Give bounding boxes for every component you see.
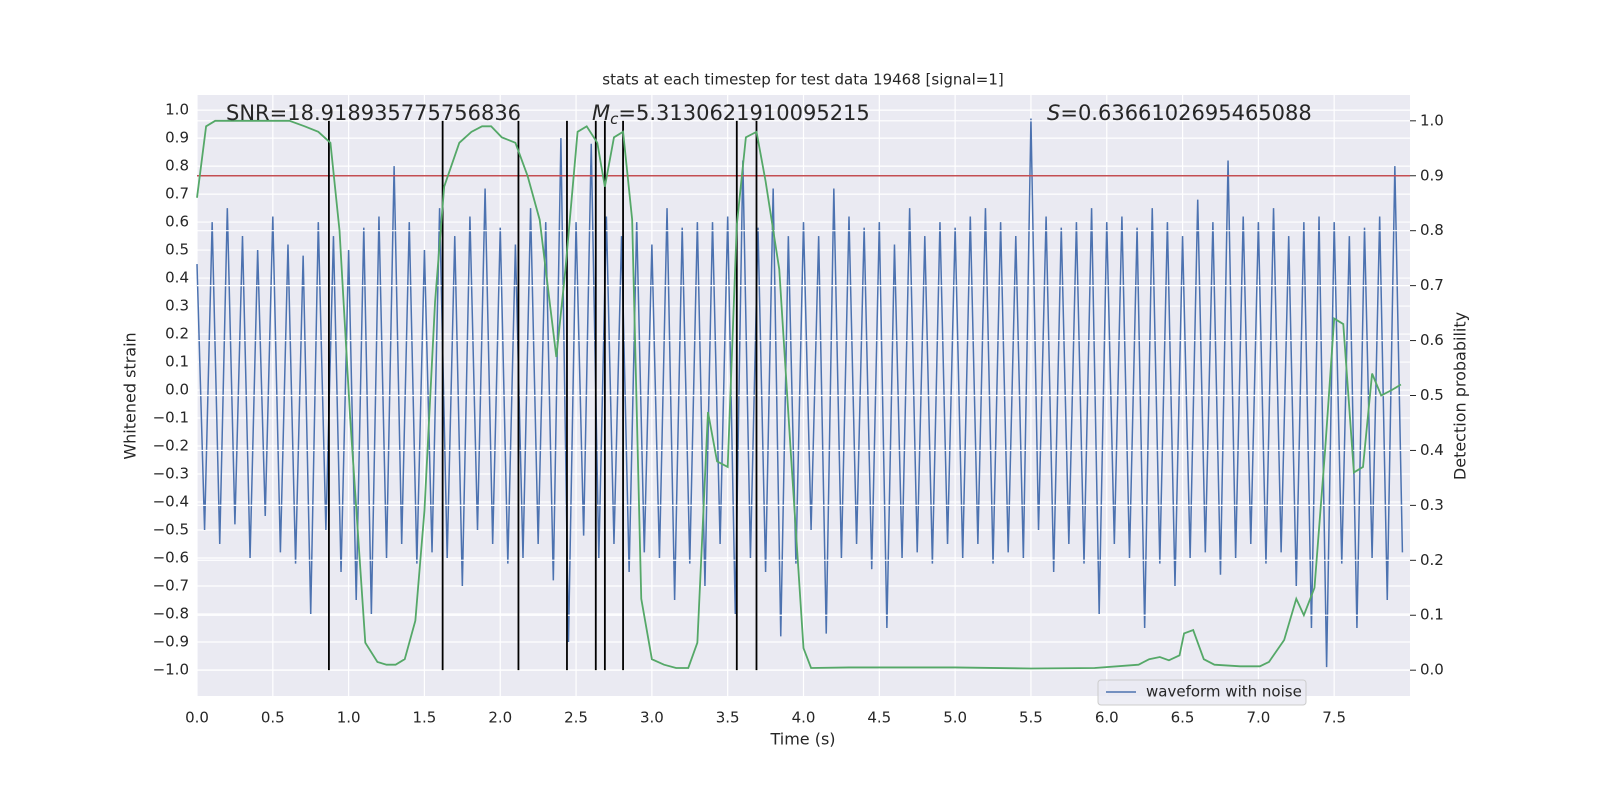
y-tick-label: −0.5 [153,521,189,539]
y-tick-label: −0.6 [153,548,189,566]
x-tick-label: 3.0 [640,709,664,727]
annotation-text: =0.6366102695465088 [1060,101,1311,125]
y-tick-label: −0.4 [153,493,189,511]
annotation-subscript: c [610,110,619,128]
x-tick-label: 7.0 [1246,709,1270,727]
y2-tick-label: 0.2 [1420,551,1444,569]
y2-tick-label: 0.0 [1420,661,1444,679]
x-tick-label: 6.5 [1171,709,1195,727]
y2-tick-label: 0.7 [1420,276,1444,294]
x-tick-label: 1.5 [413,709,437,727]
waveform-line [196,118,1404,668]
y2-tick-label: 1.0 [1420,111,1444,129]
y2-tick-label: 0.1 [1420,606,1444,624]
y-tick-label: 0.4 [165,269,189,287]
x-tick-label: 1.0 [337,709,361,727]
chart-title: stats at each timestep for test data 194… [602,71,1003,89]
y-tick-label: −0.3 [153,465,189,483]
y-tick-label: −0.9 [153,632,189,650]
y-tick-label: 0.1 [165,353,189,371]
y-tick-label: 0.5 [165,241,189,259]
x-tick-label: 0.0 [185,709,209,727]
y-tick-label: 0.7 [165,185,189,203]
x-tick-label: 6.0 [1095,709,1119,727]
y-tick-label: 0.6 [165,213,189,231]
y2-tick-label: 0.3 [1420,496,1444,514]
y-tick-label: 0.8 [165,157,189,175]
annotation-text: SNR=18.918935775756836 [226,101,521,125]
y2-axis-label: Detection probability [1451,312,1470,480]
annotation-symbol: M [592,101,610,125]
y-tick-label: −1.0 [153,660,189,678]
y2-tick-label: 0.8 [1420,221,1444,239]
annotation-symbol: S [1047,101,1060,125]
y2-tick-label: 0.9 [1420,166,1444,184]
annotation: Mc=5.3130621910095215 [592,101,870,128]
annotation: SNR=18.918935775756836 [226,101,521,125]
x-tick-label: 0.5 [261,709,285,727]
y-tick-label: 0.9 [165,129,189,147]
y-tick-label: 0.2 [165,325,189,343]
y-tick-label: 0.3 [165,297,189,315]
annotation: S=0.6366102695465088 [1047,101,1312,125]
x-tick-label: 5.5 [1019,709,1043,727]
x-tick-label: 3.5 [716,709,740,727]
y-tick-label: 1.0 [165,101,189,119]
y-tick-label: −0.7 [153,576,189,594]
legend-label: waveform with noise [1146,683,1302,701]
y-tick-label: 0.0 [165,381,189,399]
annotation-text: =5.3130621910095215 [618,101,869,125]
y2-tick-label: 0.4 [1420,441,1444,459]
y-tick-label: −0.1 [153,409,189,427]
y-tick-label: −0.2 [153,437,189,455]
y-tick-label: −0.8 [153,604,189,622]
probability-line [196,119,1402,670]
y-axis-label: Whitened strain [121,332,140,459]
x-axis-label: Time (s) [769,730,835,749]
x-tick-label: 5.0 [943,709,967,727]
x-tick-label: 2.0 [488,709,512,727]
legend-box [1097,679,1307,706]
y2-tick-label: 0.5 [1420,386,1444,404]
x-tick-label: 2.5 [564,709,588,727]
x-tick-label: 7.5 [1322,709,1346,727]
x-tick-label: 4.0 [792,709,816,727]
x-tick-label: 4.5 [867,709,891,727]
y2-tick-label: 0.6 [1420,331,1444,349]
